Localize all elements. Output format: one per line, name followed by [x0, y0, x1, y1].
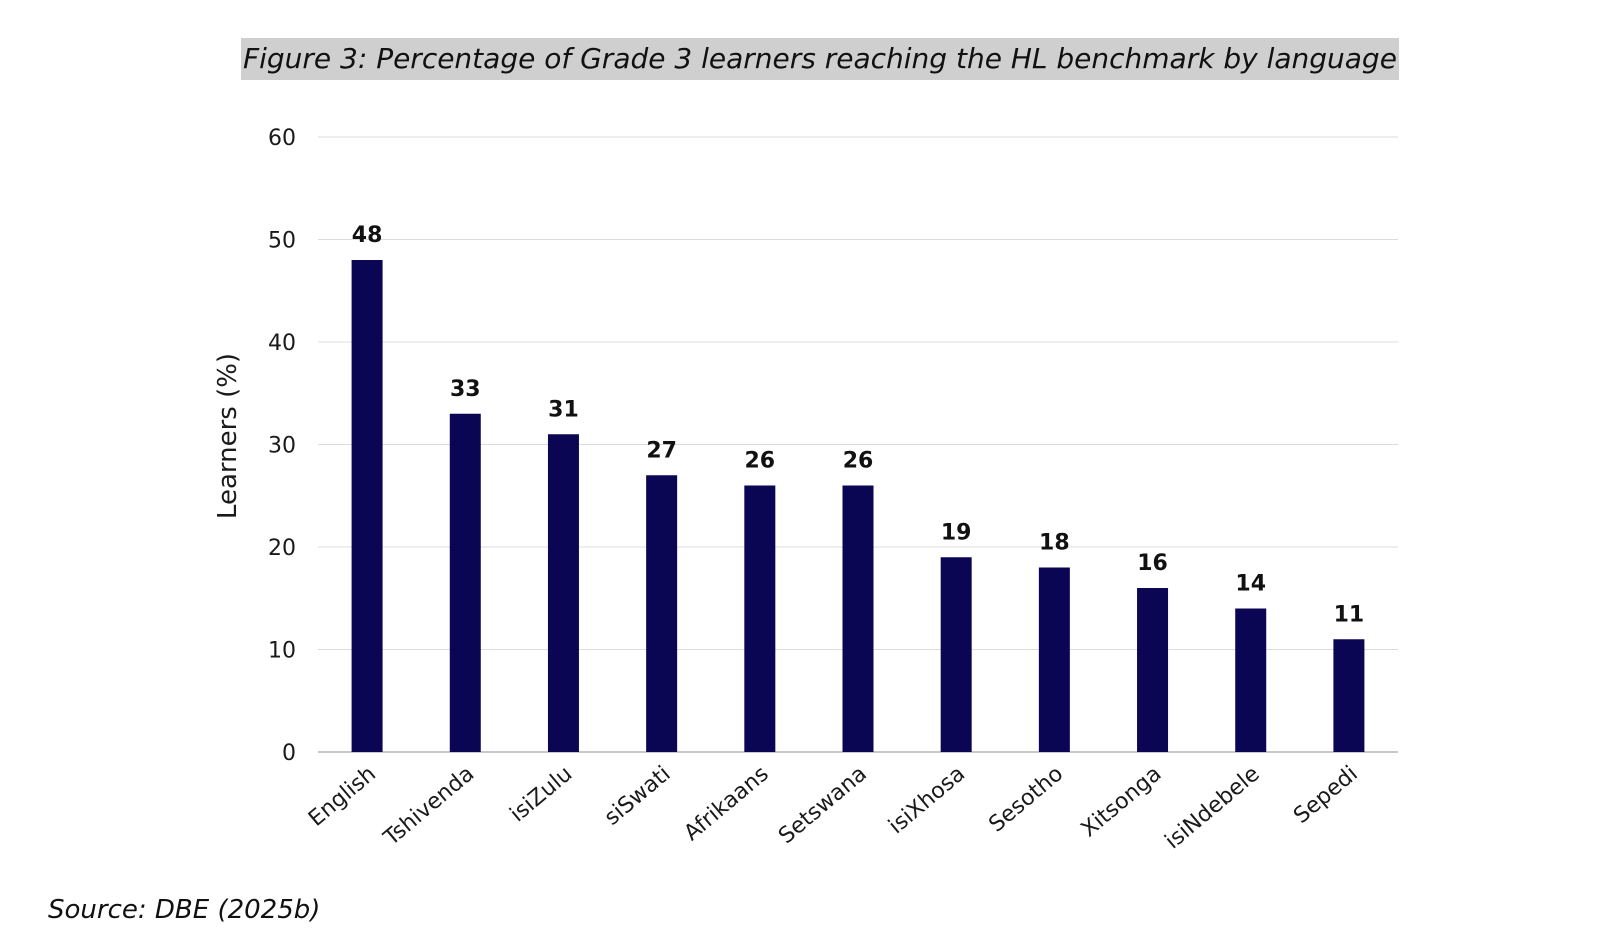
source-note: Source: DBE (2025b): [48, 895, 321, 925]
y-tick-label: 50: [268, 229, 296, 254]
figure-title: Figure 3: Percentage of Grade 3 learners…: [241, 38, 1399, 80]
x-category-label: isiNdebele: [1161, 761, 1265, 854]
bars: [351, 260, 1365, 752]
y-tick-label: 40: [268, 331, 296, 356]
x-category-label: siSwati: [600, 761, 676, 830]
data-labels: 48 33 31 27 26 26 19 18 16 14 11: [352, 223, 1364, 627]
data-label: 33: [450, 377, 481, 402]
data-label: 19: [941, 520, 972, 545]
bar-siswati: [646, 475, 678, 752]
bar-xitsonga: [1137, 588, 1169, 752]
x-category-label: Afrikaans: [680, 761, 774, 846]
x-category-label: English: [304, 761, 381, 831]
bar-setswana: [842, 485, 874, 752]
bar-isindebele: [1235, 608, 1267, 752]
bar-afrikaans: [744, 485, 776, 752]
data-label: 31: [548, 397, 579, 422]
y-tick-label: 60: [268, 126, 296, 151]
data-label: 11: [1334, 602, 1365, 627]
x-category-label: Setswana: [774, 761, 872, 849]
y-axis-ticks: 0 10 20 30 40 50 60: [268, 126, 296, 766]
x-category-label: Tshivenda: [379, 761, 480, 851]
x-category-label: Sepedi: [1289, 761, 1363, 828]
y-tick-label: 30: [268, 434, 296, 459]
bar-isixhosa: [940, 557, 972, 752]
data-label: 26: [745, 449, 776, 474]
y-tick-label: 20: [268, 536, 296, 561]
bar-tshivenda: [449, 413, 481, 752]
y-axis-title: Learners (%): [213, 353, 243, 519]
data-label: 14: [1235, 572, 1266, 597]
y-tick-label: 0: [282, 741, 296, 766]
bar-chart: 0 10 20 30 40 50 60 48 33 31 27 26 26 19 18 16 14 11 Eng…: [213, 126, 1398, 854]
x-category-label: isiZulu: [505, 761, 577, 827]
x-category-label: Xitsonga: [1077, 761, 1167, 842]
bar-isizulu: [547, 434, 579, 752]
data-label: 26: [843, 449, 874, 474]
data-label: 18: [1039, 531, 1070, 556]
x-category-label: isiXhosa: [884, 761, 970, 839]
data-label: 48: [352, 223, 383, 248]
bar-sesotho: [1038, 567, 1070, 752]
bar-english: [351, 260, 383, 752]
data-label: 27: [646, 438, 677, 463]
data-label: 16: [1137, 551, 1168, 576]
y-tick-label: 10: [268, 639, 296, 664]
x-category-label: Sesotho: [984, 761, 1068, 837]
bar-sepedi: [1333, 639, 1365, 752]
